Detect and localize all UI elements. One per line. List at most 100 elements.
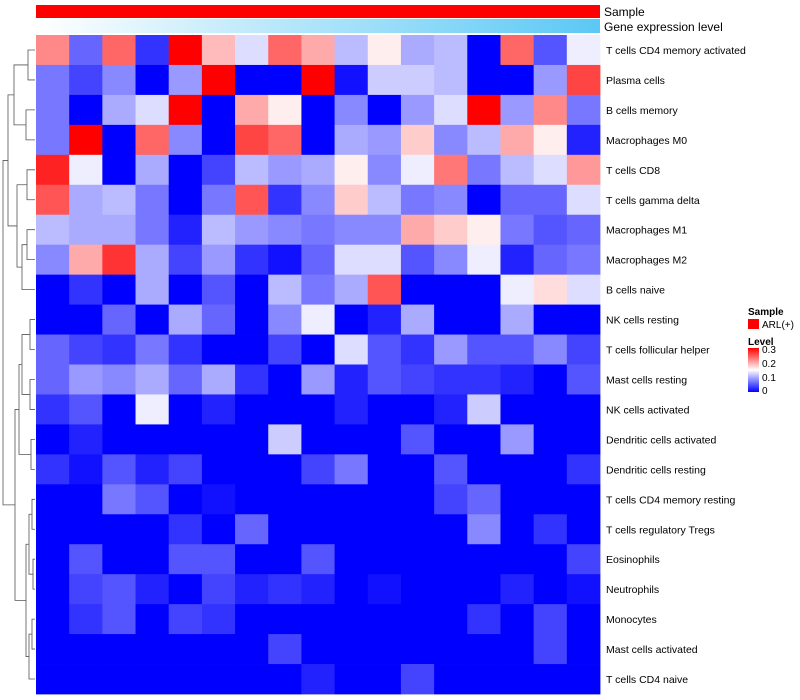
cell-r2-c15 <box>533 94 568 126</box>
cell-r3-c15 <box>533 124 568 156</box>
cell-r18-c13 <box>467 574 501 605</box>
cell-r21-c8 <box>301 664 335 695</box>
cell-r2-c14 <box>500 94 535 126</box>
cell-r11-c14 <box>500 364 535 395</box>
cell-r3-c9 <box>334 124 369 156</box>
cell-r21-c2 <box>102 664 136 695</box>
cell-r2-c12 <box>434 94 468 126</box>
cell-r6-c0 <box>36 214 70 246</box>
cell-r5-c3 <box>135 184 170 216</box>
expression-track-label: Gene expression level <box>604 20 723 34</box>
cell-r12-c4 <box>168 394 203 425</box>
cell-r11-c12 <box>434 364 468 395</box>
cell-r9-c16 <box>566 304 601 335</box>
cell-r12-c5 <box>201 394 236 425</box>
row-label: Monocytes <box>606 614 657 626</box>
cell-r20-c4 <box>168 634 203 665</box>
cell-r8-c8 <box>301 274 335 305</box>
cell-r4-c4 <box>168 154 203 186</box>
cell-r1-c2 <box>102 64 136 96</box>
cell-r6-c1 <box>69 214 103 246</box>
row-label: Mast cells activated <box>606 644 698 656</box>
cell-r4-c6 <box>235 154 269 186</box>
sample-track-label: Sample <box>604 5 645 19</box>
cell-r9-c9 <box>334 304 369 335</box>
cell-r21-c7 <box>268 664 302 695</box>
cell-r16-c11 <box>400 514 435 545</box>
cell-r21-c15 <box>533 664 568 695</box>
cell-r1-c10 <box>367 64 402 96</box>
cell-r21-c5 <box>201 664 236 695</box>
cell-r16-c2 <box>102 514 136 545</box>
cell-r15-c11 <box>400 484 435 515</box>
dendrogram-branch <box>26 229 35 261</box>
cell-r15-c10 <box>367 484 402 515</box>
cell-r11-c15 <box>533 364 568 395</box>
cell-r20-c7 <box>268 634 302 665</box>
cell-r6-c15 <box>533 214 568 246</box>
cell-r11-c16 <box>566 364 601 395</box>
cell-r8-c1 <box>69 274 103 305</box>
cell-r14-c8 <box>301 454 335 485</box>
cell-r16-c3 <box>135 514 170 545</box>
cell-r3-c1 <box>69 124 103 156</box>
cell-r15-c14 <box>500 484 535 515</box>
cell-r12-c15 <box>533 394 568 425</box>
cell-r15-c1 <box>69 484 103 515</box>
cell-r17-c4 <box>168 544 203 575</box>
dendrogram-branch <box>16 184 27 268</box>
cell-r7-c2 <box>102 244 136 276</box>
cell-r9-c5 <box>201 304 236 335</box>
cell-r7-c14 <box>500 244 535 276</box>
cell-r10-c3 <box>135 334 170 365</box>
cell-r6-c8 <box>301 214 335 246</box>
cell-r1-c1 <box>69 64 103 96</box>
cell-r18-c4 <box>168 574 203 605</box>
row-label: T cells CD4 memory resting <box>606 494 735 506</box>
row-label: Eosinophils <box>606 554 660 566</box>
cell-r3-c11 <box>400 124 435 156</box>
cell-r7-c8 <box>301 244 335 276</box>
cell-r9-c7 <box>268 304 302 335</box>
cell-r15-c15 <box>533 484 568 515</box>
cell-r6-c6 <box>235 214 269 246</box>
cell-r15-c16 <box>566 484 601 515</box>
cell-r10-c14 <box>500 334 535 365</box>
cell-r14-c6 <box>235 454 269 485</box>
cell-r13-c0 <box>36 424 70 455</box>
cell-r16-c6 <box>235 514 269 545</box>
legend-sample-swatch <box>748 319 759 329</box>
cell-r19-c14 <box>500 604 535 635</box>
cell-r11-c2 <box>102 364 136 395</box>
cell-r15-c13 <box>467 484 501 515</box>
row-label: T cells follicular helper <box>606 345 710 357</box>
cell-r12-c12 <box>434 394 468 425</box>
cell-r18-c11 <box>400 574 435 605</box>
cell-r7-c12 <box>434 244 468 276</box>
cell-r11-c6 <box>235 364 269 395</box>
cell-r9-c0 <box>36 304 70 335</box>
cell-r2-c7 <box>268 94 302 126</box>
row-label: Neutrophils <box>606 584 659 596</box>
cell-r4-c13 <box>467 154 501 186</box>
cell-r10-c4 <box>168 334 203 365</box>
cell-r15-c3 <box>135 484 170 515</box>
row-label: Mast cells resting <box>606 374 687 386</box>
cell-r12-c3 <box>135 394 170 425</box>
cell-r4-c14 <box>500 154 535 186</box>
dendrogram-branch <box>28 513 33 575</box>
cell-r18-c0 <box>36 574 70 605</box>
cell-r16-c14 <box>500 514 535 545</box>
cell-r4-c3 <box>135 154 170 186</box>
cell-r19-c12 <box>434 604 468 635</box>
dendrogram-branch <box>21 334 30 395</box>
cell-r6-c16 <box>566 214 601 246</box>
cell-r21-c1 <box>69 664 103 695</box>
cell-r13-c3 <box>135 424 170 455</box>
cell-r7-c11 <box>400 244 435 276</box>
cell-r2-c4 <box>168 94 203 126</box>
cell-r12-c16 <box>566 394 601 425</box>
cell-r3-c16 <box>566 124 601 156</box>
cell-r15-c2 <box>102 484 136 515</box>
cell-r1-c13 <box>467 64 501 96</box>
